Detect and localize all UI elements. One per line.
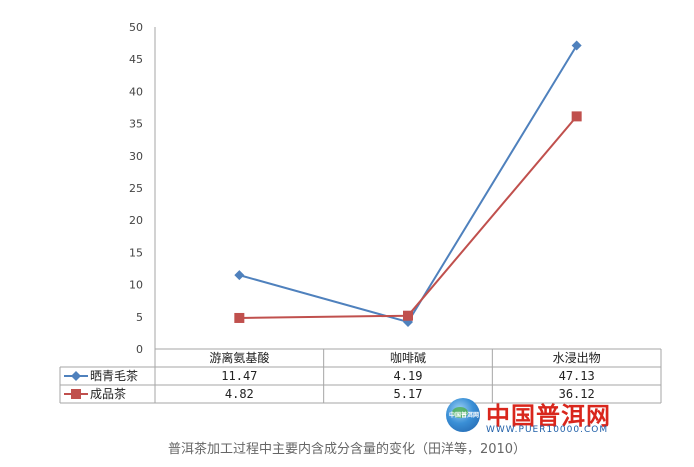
watermark-url: WWW.PUER10000.COM: [486, 425, 609, 435]
table-value-label: 4.82: [225, 387, 254, 401]
x-category-label: 咖啡碱: [390, 350, 426, 365]
data-point-square: [403, 310, 413, 321]
legend-marker-square: [71, 389, 81, 399]
data-point-square: [234, 312, 245, 323]
y-tick-label: 20: [129, 214, 143, 227]
globe-logo-icon: [446, 398, 480, 432]
table-value-label: 36.12: [559, 387, 595, 401]
legend-marker-diamond: [71, 371, 81, 381]
y-tick-label: 10: [129, 279, 143, 292]
x-category-label: 游离氨基酸: [209, 350, 269, 365]
y-tick-label: 40: [129, 85, 143, 98]
series-line: [239, 44, 578, 324]
y-tick-label: 45: [129, 53, 143, 66]
y-tick-label: 0: [136, 343, 143, 356]
table-value-label: 11.47: [221, 369, 257, 383]
data-point-diamond: [234, 270, 245, 281]
watermark-title: 中国普洱网: [486, 402, 611, 430]
figure-caption: 普洱茶加工过程中主要内含成分含量的变化（田洋等，2010）: [167, 442, 527, 457]
table-value-label: 4.19: [394, 369, 423, 383]
y-tick-label: 25: [129, 182, 143, 195]
data-point-diamond: [571, 40, 582, 51]
watermark-logo-tag: 中国普洱网: [449, 412, 480, 419]
table-value-label: 5.17: [394, 387, 423, 401]
y-tick-label: 15: [129, 246, 143, 259]
y-tick-label: 5: [136, 311, 143, 324]
y-tick-label: 30: [129, 150, 143, 163]
y-tick-label: 35: [129, 118, 143, 131]
chart-series: [234, 40, 582, 328]
x-category-label: 水浸出物: [553, 351, 601, 365]
series-line: [239, 115, 578, 319]
legend-series-name: 晒青毛茶: [90, 368, 138, 383]
site-watermark: 中国普洱网 中国普洱网 WWW.PUER10000.COM: [446, 396, 676, 438]
legend-series-name: 成品茶: [90, 386, 126, 401]
y-tick-label: 50: [129, 21, 143, 34]
table-value-label: 47.13: [559, 369, 595, 383]
data-point-square: [571, 111, 582, 122]
y-axis-ticks: 0 5 10 15 20 25 30 35 40 45 50: [129, 21, 143, 356]
